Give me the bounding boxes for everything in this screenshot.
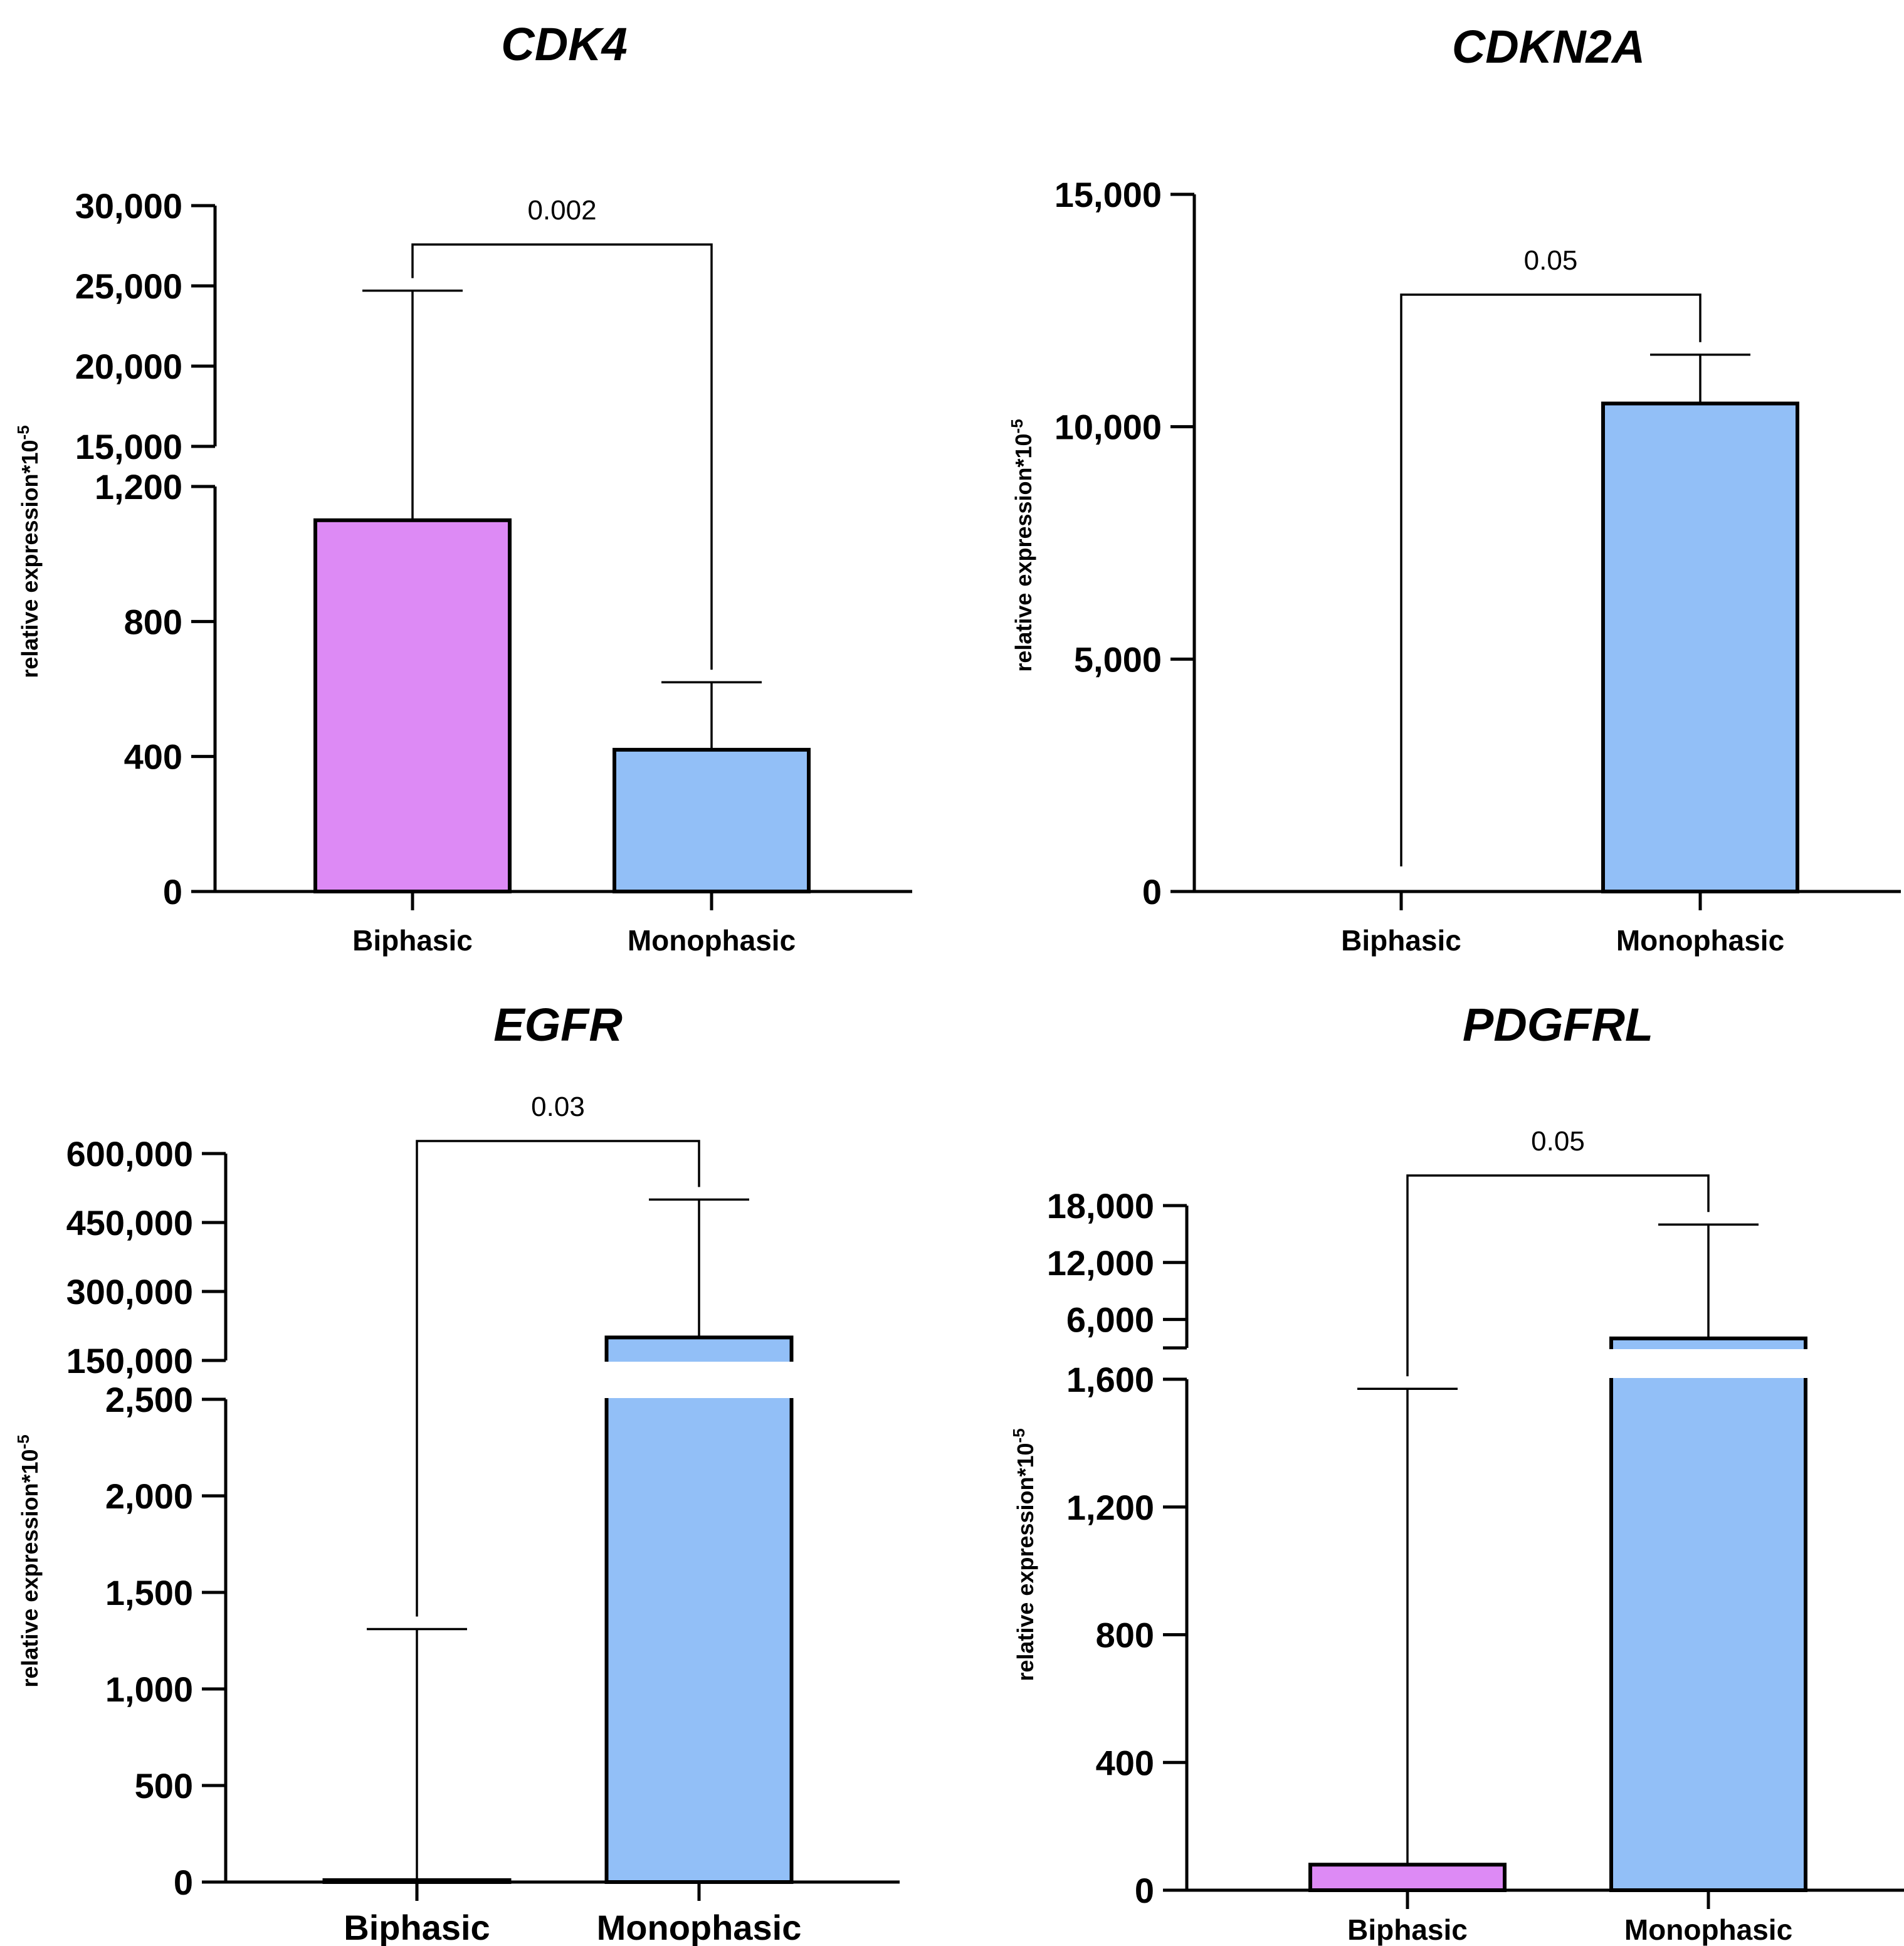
significance-bracket xyxy=(411,243,713,670)
y-tick-label: 18,000 xyxy=(1047,1186,1154,1226)
y-tick-label: 25,000 xyxy=(75,266,182,306)
y-tick-label: 2,000 xyxy=(105,1476,193,1516)
bar-break-gap xyxy=(1607,1349,1809,1378)
y-tick-label: 20,000 xyxy=(75,347,182,386)
x-tick-label-biphasic: Biphasic xyxy=(1347,1913,1468,1946)
p-value-label: 0.002 xyxy=(527,195,596,226)
x-tick-label-biphasic: Biphasic xyxy=(344,1908,490,1946)
y-tick-label: 400 xyxy=(124,737,182,777)
y-axis-label-exponent: -5 xyxy=(14,1434,33,1449)
p-value-label: 0.05 xyxy=(1524,245,1578,276)
y-tick-label: 1,500 xyxy=(105,1573,193,1612)
y-axis-label: relative expression*10-5 xyxy=(1009,1428,1038,1681)
bar-biphasic xyxy=(1308,1863,1507,1892)
y-tick-label: 600,000 xyxy=(66,1134,193,1174)
bar-monophasic xyxy=(604,1335,794,1884)
y-axis-label-exponent: -5 xyxy=(14,425,33,439)
chart-panel-egfr: EGFR relative expression*10-5 0 500 1,000 1,5… xyxy=(14,999,900,1946)
y-axis-label-text: relative expression*10 xyxy=(1011,433,1036,671)
y-tick-label: 400 xyxy=(1096,1743,1154,1782)
y-tick-label: 12,000 xyxy=(1047,1243,1154,1283)
chart-title: PDGFRL xyxy=(1463,999,1653,1051)
y-tick-label: 800 xyxy=(124,602,182,641)
y-axis-label: relative expression*10-5 xyxy=(14,1434,43,1687)
y-tick-label: 5,000 xyxy=(1074,639,1162,679)
x-tick-label-monophasic: Monophasic xyxy=(1624,1913,1792,1946)
p-value-label: 0.05 xyxy=(1531,1126,1585,1157)
y-axis-label-exponent: -5 xyxy=(1009,1428,1028,1443)
y-tick-label: 500 xyxy=(135,1766,193,1806)
significance-bracket xyxy=(416,1140,700,1617)
y-tick-label: 15,000 xyxy=(1055,175,1162,214)
y-tick-label: 150,000 xyxy=(66,1341,193,1381)
y-tick-label: 1,600 xyxy=(1066,1360,1154,1399)
y-tick-label: 0 xyxy=(163,872,182,912)
bar-biphasic xyxy=(322,1878,512,1884)
chart-panel-pdgfrl: PDGFRL relative expression*10-5 0 400 800 1,2… xyxy=(1009,999,1904,1946)
y-tick-label: 15,000 xyxy=(75,427,182,466)
y-tick-label: 1,000 xyxy=(105,1670,193,1709)
chart-panel-cdkn2a: CDKN2A relative expression*10-5 0 5,000 10,0… xyxy=(1007,21,1901,957)
chart-title: EGFR xyxy=(493,999,623,1051)
chart-panel-cdk4: CDK4 relative expression*10-5 0 400 800 1,200… xyxy=(14,18,912,957)
bar-monophasic xyxy=(613,747,811,894)
y-axis-label-text: relative expression*10 xyxy=(17,1449,43,1687)
y-axis-label: relative expression*10-5 xyxy=(1007,419,1036,671)
y-tick-label: 30,000 xyxy=(75,186,182,226)
x-tick-label-biphasic: Biphasic xyxy=(1341,924,1461,957)
x-tick-label-monophasic: Monophasic xyxy=(597,1908,802,1946)
y-axis-label-exponent: -5 xyxy=(1007,419,1026,433)
y-tick-label: 800 xyxy=(1096,1616,1154,1655)
chart-title: CDKN2A xyxy=(1452,21,1645,73)
y-tick-label: 0 xyxy=(174,1863,193,1902)
y-tick-label: 0 xyxy=(1135,1871,1154,1910)
chart-title: CDK4 xyxy=(501,18,627,70)
y-tick-label: 1,200 xyxy=(1066,1488,1154,1527)
x-tick-label-biphasic: Biphasic xyxy=(352,924,473,957)
y-tick-label: 1,200 xyxy=(95,467,182,507)
y-axis-label: relative expression*10-5 xyxy=(14,425,43,678)
y-tick-label: 0 xyxy=(1142,872,1162,912)
x-tick-label-monophasic: Monophasic xyxy=(1616,924,1784,957)
significance-bracket xyxy=(1406,1174,1710,1377)
x-tick-label-monophasic: Monophasic xyxy=(628,924,796,957)
p-value-label: 0.03 xyxy=(531,1091,585,1122)
y-axis-label-text: relative expression*10 xyxy=(1012,1443,1038,1681)
significance-bracket xyxy=(1400,293,1702,866)
bar-break-gap xyxy=(602,1362,796,1398)
bar-monophasic xyxy=(1601,401,1799,893)
y-tick-label: 300,000 xyxy=(66,1272,193,1312)
bar-biphasic xyxy=(313,518,512,893)
y-tick-label: 2,500 xyxy=(105,1380,193,1419)
bar-monophasic xyxy=(1609,1336,1807,1893)
y-tick-label: 6,000 xyxy=(1066,1300,1154,1340)
y-tick-label: 10,000 xyxy=(1055,408,1162,447)
y-axis-label-text: relative expression*10 xyxy=(17,439,43,678)
y-tick-label: 450,000 xyxy=(66,1203,193,1243)
